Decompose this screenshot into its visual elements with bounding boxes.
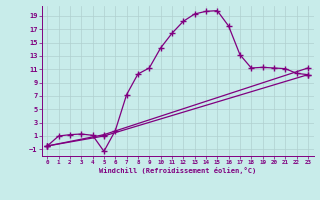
X-axis label: Windchill (Refroidissement éolien,°C): Windchill (Refroidissement éolien,°C) [99,167,256,174]
